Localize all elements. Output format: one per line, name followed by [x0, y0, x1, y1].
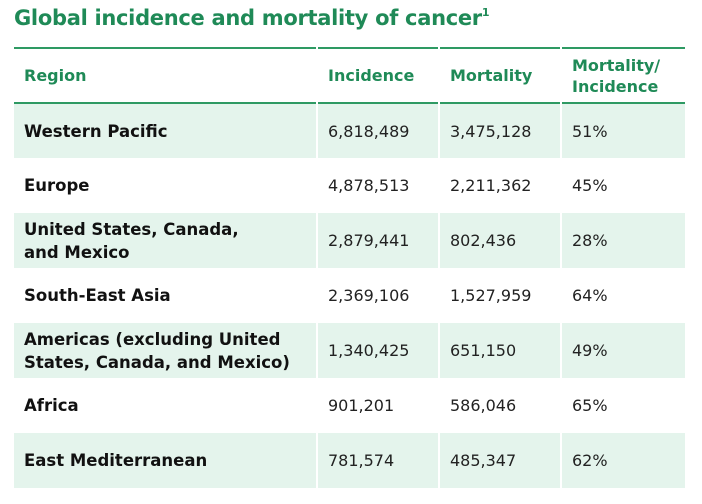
region: South-East Asia — [24, 286, 171, 305]
title-text: Global incidence and mortality of cancer — [14, 6, 482, 30]
table-row: Africa 901,201 586,046 65% — [14, 378, 685, 433]
cell: 781,574 — [316, 433, 439, 488]
region: Africa — [24, 396, 79, 415]
footnote-marker: 1 — [481, 6, 490, 19]
cell: 586,046 — [438, 378, 561, 433]
table-row: Western Pacific 6,818,489 3,475,128 51% — [14, 103, 685, 158]
cell: 651,150 — [438, 323, 561, 378]
cancer-table: Region Incidence Mortality Mortality/ Incid… — [14, 47, 685, 488]
cell: 2,879,441 — [316, 213, 439, 268]
table-row: United States, Canada, and Mexico 2,879,4… — [14, 213, 685, 268]
region: United States, Canada, and Mexico — [24, 219, 239, 262]
region: Europe — [24, 176, 90, 195]
column-header: Mortality — [438, 48, 561, 103]
table-body: Western Pacific 6,818,489 3,475,128 51% Euro… — [14, 103, 685, 488]
table-row: Americas (excluding United States, Canad… — [14, 323, 685, 378]
cell: 2,369,106 — [316, 268, 439, 323]
cell: 901,201 — [316, 378, 439, 433]
column-header: Region — [24, 66, 87, 85]
region: East Mediterranean — [24, 451, 208, 470]
cell: 1,340,425 — [316, 323, 439, 378]
cell: 4,878,513 — [316, 158, 439, 213]
header-row: Region Incidence Mortality Mortality/ Incid… — [14, 48, 685, 103]
cell: 6,818,489 — [316, 103, 439, 158]
table-row: Europe 4,878,513 2,211,362 45% — [14, 158, 685, 213]
cell: 64% — [560, 268, 685, 323]
cell: 802,436 — [438, 213, 561, 268]
cell: 2,211,362 — [438, 158, 561, 213]
table-row: East Mediterranean 781,574 485,347 62% — [14, 433, 685, 488]
region: Western Pacific — [24, 121, 168, 141]
cell: 65% — [560, 378, 685, 433]
cell: 485,347 — [438, 433, 561, 488]
cell: 62% — [560, 433, 685, 488]
table-header: Region Incidence Mortality Mortality/ Incid… — [14, 48, 685, 103]
table-row: South-East Asia 2,369,106 1,527,959 64% — [14, 268, 685, 323]
column-header: Mortality/ Incidence — [560, 48, 685, 103]
cell: 28% — [560, 213, 685, 268]
cell: 51% — [560, 103, 685, 158]
cell: 3,475,128 — [438, 103, 561, 158]
cell: 49% — [560, 323, 685, 378]
cell: 45% — [560, 158, 685, 213]
title: Global incidence and mortality of cancer… — [14, 6, 490, 30]
column-header: Incidence — [316, 48, 439, 103]
cell: 1,527,959 — [438, 268, 561, 323]
region: Americas (excluding United States, Canad… — [24, 329, 290, 372]
